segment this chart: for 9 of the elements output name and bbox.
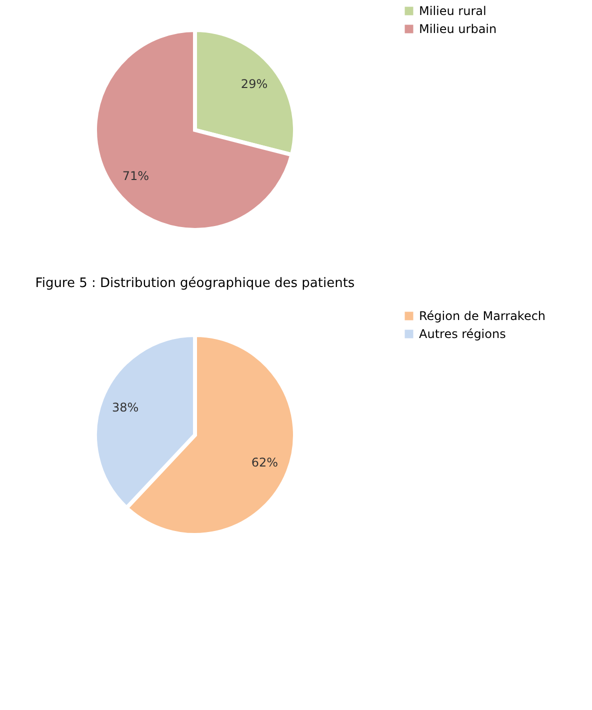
legend-label: Milieu urbain bbox=[419, 22, 497, 36]
data-label: 38% bbox=[112, 400, 139, 414]
data-label: 29% bbox=[240, 77, 268, 92]
data-label: 71% bbox=[122, 168, 150, 183]
data-label: 62% bbox=[251, 456, 278, 470]
legend-label: Région de Marrakech bbox=[419, 309, 546, 323]
caption: Figure 5 : Distribution géographique des patients bbox=[35, 276, 355, 291]
legend-label: Milieu rural bbox=[419, 4, 486, 18]
legend-label: Autres régions bbox=[419, 327, 506, 341]
